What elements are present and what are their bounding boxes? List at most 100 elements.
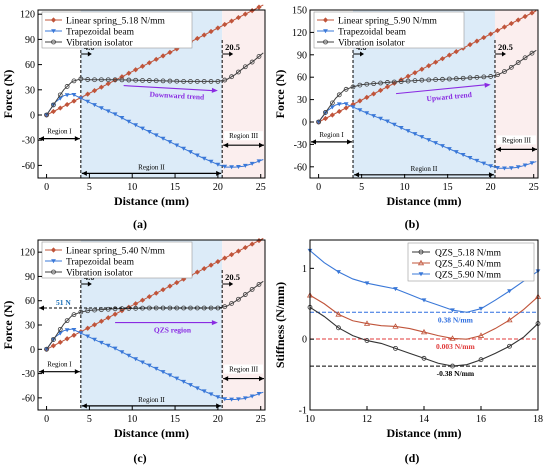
series-marker-linear <box>91 322 98 328</box>
region-iii-arrowhead-left <box>495 146 501 152</box>
series-marker-beam <box>146 363 152 368</box>
series-marker-linear <box>474 38 480 44</box>
series-marker-qzs540 <box>506 316 513 323</box>
series-marker-linear <box>160 53 166 59</box>
vline-arrowhead <box>360 51 365 57</box>
series-marker-isolator <box>181 79 187 84</box>
legend-box <box>313 11 465 49</box>
series-marker-beam <box>474 158 480 163</box>
series-marker-linear <box>160 287 166 293</box>
series-marker-beam <box>146 130 152 134</box>
series-marker-beam <box>249 161 255 166</box>
x-tick-label: 10 <box>400 182 410 193</box>
x-tick-label: 20 <box>213 414 223 425</box>
vline-arrowhead <box>87 51 92 57</box>
series-marker-linear <box>357 98 363 104</box>
legend-entry-beam: Trapezoidal beam <box>338 28 407 38</box>
series-marker-isolator <box>398 79 404 84</box>
series-marker-beam <box>57 331 63 336</box>
series-marker-beam <box>78 96 84 101</box>
series-marker-qzs518 <box>450 363 455 369</box>
series-marker-linear <box>98 84 104 90</box>
series-marker-linear <box>508 20 514 27</box>
series-marker-beam <box>215 162 221 167</box>
legend-swatch-marker <box>418 272 424 277</box>
region-ii-label: Region II <box>411 165 438 173</box>
series-marker-beam <box>242 396 248 401</box>
series-marker-isolator <box>440 76 445 82</box>
series-marker-beam <box>446 147 452 152</box>
series-marker-beam <box>236 164 241 169</box>
region-iii-label-bg <box>496 135 536 145</box>
series-marker-beam <box>71 93 77 98</box>
x-tick-label: 0 <box>44 414 49 425</box>
region-i-arrowhead-left <box>39 136 44 142</box>
series-marker-linear <box>153 56 159 62</box>
series-marker-linear <box>201 32 207 38</box>
y-tick-label: 120 <box>20 10 35 21</box>
series-marker-beam <box>350 105 356 110</box>
y-tick-label: -60 <box>22 393 35 404</box>
series-marker-linear <box>57 339 63 345</box>
series-marker-isolator <box>85 77 91 82</box>
series-marker-beam <box>433 141 439 146</box>
y-tick-label: -30 <box>22 136 35 147</box>
series-marker-beam <box>119 350 125 355</box>
legend-swatch-marker <box>322 17 329 23</box>
series-marker-beam <box>405 129 411 134</box>
y-tick-label: -60 <box>294 162 307 173</box>
trend-arrow <box>395 84 487 95</box>
series-marker-beam <box>201 156 207 161</box>
series-marker-linear <box>391 80 397 86</box>
y-tick-label: 30 <box>25 321 35 332</box>
legend-swatch-marker <box>51 269 56 275</box>
vline-label: 20.5 <box>225 272 240 282</box>
legend-swatch-marker <box>51 259 56 264</box>
series-marker-linear <box>453 49 459 55</box>
series-marker-beam <box>222 397 228 402</box>
series-marker-isolator <box>405 78 411 84</box>
series-marker-isolator <box>174 78 180 84</box>
legend-swatch-marker <box>417 259 425 266</box>
hline-label-dash518: -0.38 N/mm <box>437 369 475 378</box>
series-marker-qzs540 <box>363 320 371 326</box>
trend-arrow <box>123 85 214 92</box>
series-marker-isolator <box>249 286 255 292</box>
force-note-label: 51 N <box>56 298 71 307</box>
trend-arrowhead <box>211 320 218 326</box>
series-marker-linear <box>64 336 70 342</box>
series-marker-beam <box>64 328 70 333</box>
region-iii-arrowhead-left <box>223 142 229 148</box>
legend-swatch-marker <box>51 39 56 45</box>
series-marker-linear <box>71 98 77 104</box>
y-tick-label: -30 <box>294 140 307 151</box>
series-marker-linear <box>85 325 91 331</box>
trend-label: Upward trend <box>426 90 473 103</box>
series-marker-linear <box>249 8 255 14</box>
series-marker-isolator <box>460 75 466 81</box>
series-marker-beam <box>112 346 118 351</box>
series-line-qzs518 <box>309 306 539 367</box>
series-marker-beam <box>249 394 255 399</box>
series-marker-beam <box>242 163 248 168</box>
legend-box <box>407 242 535 282</box>
series-marker-isolator <box>64 84 70 89</box>
x-tick-label: 0 <box>316 182 321 193</box>
y-tick-label: -30 <box>22 369 35 380</box>
series-marker-isolator <box>391 79 397 85</box>
series-marker-qzs590 <box>336 270 341 275</box>
series-marker-isolator <box>78 76 84 82</box>
series-marker-beam <box>92 103 97 108</box>
series-marker-linear <box>501 24 508 30</box>
series-marker-linear <box>222 21 228 28</box>
y-tick-label: 150 <box>292 6 307 17</box>
series-marker-qzs540 <box>449 335 456 341</box>
series-marker-beam <box>453 150 459 155</box>
series-marker-isolator <box>119 77 125 83</box>
series-marker-linear <box>329 112 335 118</box>
x-tick-label: 18 <box>533 414 543 425</box>
series-marker-linear <box>194 269 200 275</box>
series-marker-isolator <box>222 304 228 310</box>
series-marker-qzs590 <box>421 298 427 303</box>
